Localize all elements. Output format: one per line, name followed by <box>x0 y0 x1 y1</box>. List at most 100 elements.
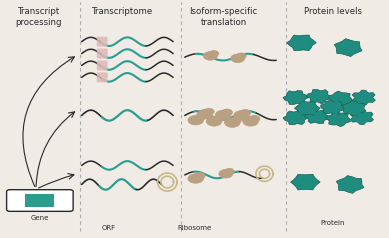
Circle shape <box>345 97 350 100</box>
Circle shape <box>324 95 329 98</box>
Polygon shape <box>352 90 375 105</box>
Circle shape <box>298 176 304 180</box>
Circle shape <box>322 115 327 118</box>
Circle shape <box>352 115 357 119</box>
Circle shape <box>301 110 307 114</box>
Circle shape <box>294 45 300 49</box>
Circle shape <box>355 103 360 106</box>
Circle shape <box>237 53 246 59</box>
Circle shape <box>353 46 359 50</box>
Polygon shape <box>307 89 331 104</box>
Circle shape <box>349 41 355 45</box>
Circle shape <box>197 109 213 119</box>
Polygon shape <box>283 91 308 104</box>
Circle shape <box>326 102 332 105</box>
Circle shape <box>298 107 303 110</box>
Circle shape <box>339 121 345 124</box>
Circle shape <box>209 51 219 57</box>
Circle shape <box>344 107 349 110</box>
Circle shape <box>203 108 214 115</box>
Circle shape <box>354 96 359 99</box>
Circle shape <box>357 92 363 95</box>
FancyBboxPatch shape <box>97 60 108 70</box>
FancyBboxPatch shape <box>97 37 108 47</box>
Circle shape <box>307 41 312 45</box>
Circle shape <box>359 107 364 110</box>
Text: Transcriptome: Transcriptome <box>92 7 153 16</box>
Circle shape <box>289 120 295 123</box>
Circle shape <box>188 174 203 183</box>
Polygon shape <box>336 176 364 193</box>
Circle shape <box>309 95 314 98</box>
Circle shape <box>332 114 338 117</box>
Circle shape <box>308 103 314 106</box>
Circle shape <box>348 110 353 114</box>
Circle shape <box>351 187 357 191</box>
Circle shape <box>212 115 223 122</box>
Circle shape <box>311 111 316 114</box>
Circle shape <box>331 97 336 100</box>
Circle shape <box>188 115 203 125</box>
Circle shape <box>296 113 302 116</box>
Polygon shape <box>342 101 366 116</box>
Circle shape <box>368 96 373 99</box>
Circle shape <box>296 92 302 95</box>
Circle shape <box>298 184 304 188</box>
Circle shape <box>308 110 314 114</box>
Circle shape <box>318 119 323 122</box>
Circle shape <box>300 116 305 119</box>
Circle shape <box>355 183 361 186</box>
Polygon shape <box>334 39 362 56</box>
Circle shape <box>339 114 345 117</box>
Circle shape <box>206 117 222 126</box>
FancyBboxPatch shape <box>97 72 108 82</box>
Circle shape <box>337 46 343 50</box>
Circle shape <box>355 110 360 114</box>
Circle shape <box>343 117 348 121</box>
Bar <box>25 194 54 207</box>
Circle shape <box>296 100 302 103</box>
Circle shape <box>234 111 249 120</box>
Polygon shape <box>328 91 352 106</box>
Circle shape <box>310 180 317 184</box>
Circle shape <box>301 103 307 106</box>
FancyBboxPatch shape <box>97 49 108 59</box>
Polygon shape <box>287 35 316 51</box>
Circle shape <box>307 115 312 118</box>
Circle shape <box>224 169 234 174</box>
Circle shape <box>333 102 339 105</box>
Circle shape <box>296 120 302 123</box>
Text: Protein: Protein <box>321 220 345 226</box>
Circle shape <box>303 37 308 40</box>
Circle shape <box>289 100 295 103</box>
Circle shape <box>194 173 205 179</box>
Circle shape <box>294 180 300 184</box>
Circle shape <box>341 50 347 54</box>
Circle shape <box>194 114 205 121</box>
Circle shape <box>351 178 357 182</box>
Circle shape <box>307 184 312 188</box>
Polygon shape <box>294 101 320 115</box>
Circle shape <box>224 118 240 127</box>
Circle shape <box>334 101 340 104</box>
Circle shape <box>320 99 325 102</box>
Circle shape <box>356 112 361 115</box>
Circle shape <box>222 109 233 116</box>
Text: Ribosome: Ribosome <box>177 225 212 231</box>
Circle shape <box>343 187 349 191</box>
Circle shape <box>356 119 361 122</box>
FancyBboxPatch shape <box>7 190 73 211</box>
Circle shape <box>349 50 355 54</box>
Text: Protein levels: Protein levels <box>303 7 362 16</box>
Circle shape <box>320 91 325 94</box>
Polygon shape <box>350 109 373 125</box>
Circle shape <box>219 169 233 178</box>
Circle shape <box>363 119 368 122</box>
Circle shape <box>341 101 347 104</box>
Circle shape <box>249 115 260 122</box>
Circle shape <box>334 94 340 97</box>
Circle shape <box>329 117 334 121</box>
Circle shape <box>332 121 338 124</box>
Circle shape <box>294 37 300 40</box>
Circle shape <box>290 41 296 45</box>
